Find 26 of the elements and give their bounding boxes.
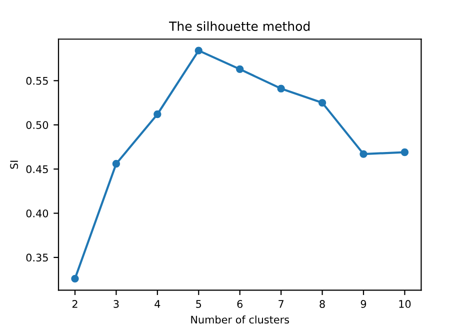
point (194, 46, 202, 54)
x-tick-label: 6 (237, 300, 243, 308)
y-tick-label: 0.45 (26, 165, 48, 174)
chart-title: The silhouette method (169, 21, 310, 31)
point (236, 65, 244, 73)
x-axis-title: Number of clusters (191, 316, 290, 324)
x-tick-label: 2 (72, 300, 78, 308)
x-tick-label: 9 (360, 300, 366, 308)
point (154, 110, 162, 118)
x-tick-label: 5 (196, 300, 202, 308)
x-tick-label: 4 (154, 300, 160, 308)
point (318, 98, 326, 107)
x-tick-label: 8 (320, 300, 325, 308)
y-tick-label: 0.40 (26, 209, 48, 218)
y-tick-label: 0.50 (26, 121, 48, 129)
x-tick-label: 3 (114, 300, 119, 308)
x-tick-label: 7 (278, 300, 284, 308)
point (400, 148, 409, 156)
point (360, 150, 368, 158)
y-axis-title: SI (10, 160, 18, 169)
y-tick-label: 0.35 (26, 254, 48, 262)
point (112, 160, 120, 168)
y-tick-label: 0.55 (26, 76, 48, 85)
point (71, 274, 79, 282)
x-tick-label: 10 (399, 300, 411, 308)
point (277, 84, 285, 92)
